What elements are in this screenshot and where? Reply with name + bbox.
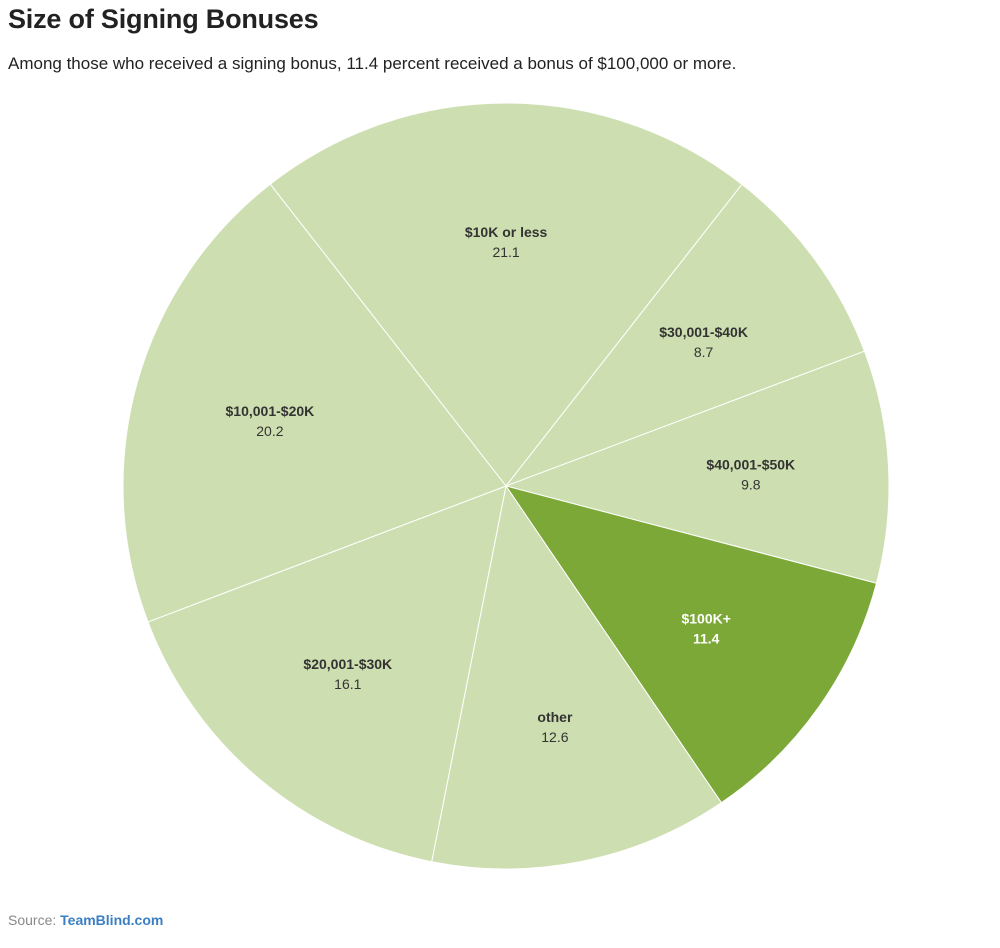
slice-label-100k: $100K+	[681, 610, 730, 626]
pie-labels: $10K or less 21.1 $30,001-$40K 8.7 $40,001-$…	[226, 224, 796, 745]
slice-value-20-001-30k: 16.1	[334, 676, 361, 692]
slice-value-other: 12.6	[541, 729, 568, 745]
pie-slice-30-001-40k[interactable]	[504, 183, 866, 488]
chart-subtitle: Among those who received a signing bonus…	[8, 54, 737, 73]
slice-value-30-001-40k: 8.7	[694, 344, 714, 360]
slice-value-10k-or-less: 21.1	[492, 244, 519, 260]
source-note: Source: TeamBlind.com	[8, 912, 163, 928]
chart-title: Size of Signing Bonuses	[8, 4, 319, 34]
slice-label-10-001-20k: $10,001-$20K	[226, 403, 315, 419]
slice-label-20-001-30k: $20,001-$30K	[303, 656, 392, 672]
slice-value-100k: 11.4	[693, 630, 720, 646]
slice-label-30-001-40k: $30,001-$40K	[659, 324, 748, 340]
slice-value-10-001-20k: 20.2	[256, 423, 283, 439]
pie-slice-100k[interactable]	[504, 485, 878, 804]
source-prefix: Source:	[8, 912, 61, 928]
pie-slice-10k-or-less[interactable]	[269, 102, 743, 487]
pie-slice-20-001-30k[interactable]	[147, 485, 507, 863]
source-link[interactable]: TeamBlind.com	[60, 912, 164, 928]
pie-slices	[122, 102, 890, 870]
slice-label-10k-or-less: $10K or less	[465, 224, 548, 240]
pie-slice-other[interactable]	[431, 484, 723, 870]
slice-value-40-001-50k: 9.8	[741, 476, 761, 492]
slice-label-40-001-50k: $40,001-$50K	[706, 456, 795, 472]
slice-label-other: other	[537, 709, 573, 725]
pie-slice-10-001-20k[interactable]	[122, 183, 507, 623]
pie-slice-40-001-50k[interactable]	[504, 350, 890, 584]
